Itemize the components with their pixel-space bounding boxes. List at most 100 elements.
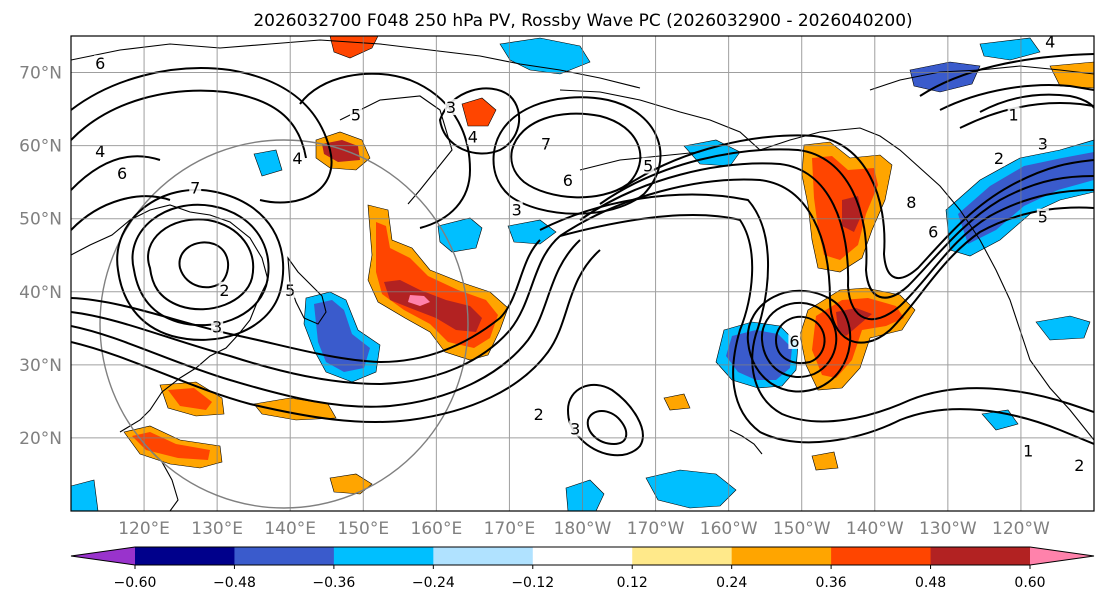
contour-label-bg <box>116 164 129 181</box>
colorbar-tick-label: 0.60 <box>1014 575 1045 591</box>
negative-anomaly-manchuria <box>253 149 283 177</box>
contour-label: 1 <box>1023 442 1033 461</box>
contour-label-bg <box>569 420 582 437</box>
contour-north-low-1 <box>510 112 642 199</box>
lon-tick-label: 160°E <box>411 519 463 539</box>
lon-tick-label: 170°E <box>484 519 536 539</box>
contour-label: 6 <box>563 171 573 190</box>
positive-anomaly-central-pac <box>663 393 691 411</box>
contour-label-bg <box>444 99 457 116</box>
positive-anomaly-japan-to-dateline-max <box>384 280 482 332</box>
lat-tick-label: 40°N <box>19 283 62 303</box>
contour-label-bg <box>1022 442 1035 459</box>
lon-tick-label: 140°E <box>264 519 316 539</box>
contour-label: 5 <box>351 105 361 124</box>
contour-label-bg <box>1036 135 1049 152</box>
contour-jet-2 <box>71 235 561 386</box>
lon-tick-label: 150°W <box>773 519 831 539</box>
contour-label: 6 <box>928 222 938 241</box>
contour-label-bg <box>189 179 202 196</box>
contour-label: 6 <box>117 164 127 183</box>
contour-arctic-1 <box>939 84 1094 111</box>
contour-west-2 <box>71 195 171 231</box>
lat-tick-label: 60°N <box>19 137 62 157</box>
gridlines <box>71 36 1094 511</box>
contour-vortex-2 <box>760 301 838 378</box>
contour-jet-gulf-1 <box>559 178 1094 344</box>
contour-label-bg <box>1007 106 1020 123</box>
map-title: 2026032700 F048 250 hPa PV, Rossby Wave … <box>253 11 912 31</box>
contour-subtropic-low-2 <box>586 410 628 446</box>
contour-label-bg <box>218 281 231 298</box>
positive-anomaly-gulf-of-alaska-max <box>842 196 862 232</box>
contour-ridge-1 <box>559 214 1094 445</box>
contour-label-bg <box>532 406 545 422</box>
lat-tick-label: 70°N <box>19 64 62 84</box>
contour-label: 4 <box>95 142 105 161</box>
contour-label: 3 <box>446 98 456 117</box>
negative-anomaly-arctic-canada <box>909 61 981 93</box>
contour-arctic-4 <box>919 53 1094 97</box>
coastline-hawaii <box>729 429 763 455</box>
contour-label-bg <box>927 223 940 240</box>
contour-arctic-3 <box>979 93 1094 113</box>
contour-label-bg <box>291 150 304 167</box>
contour-label-bg <box>993 150 1006 167</box>
contour-label: 7 <box>190 178 200 197</box>
negative-anomaly-baja <box>1035 315 1091 341</box>
contour-vortex-1 <box>774 315 826 364</box>
contour-label: 4 <box>292 149 302 168</box>
contour-ridge-2 <box>539 193 1094 423</box>
contour-label: 5 <box>1038 208 1048 227</box>
positive-anomaly-arctic-east <box>1049 61 1094 89</box>
colorbar-bin <box>930 547 1031 565</box>
contour-jet-3 <box>71 239 581 408</box>
negative-anomaly-north-top <box>499 37 591 75</box>
latitude-labels: 70°N 60°N 50°N 40°N 30°N 20°N <box>19 64 62 449</box>
contour-label: 3 <box>1038 135 1048 154</box>
colorbar-tick-label: −0.12 <box>511 575 554 591</box>
contour-label-bg <box>905 194 918 211</box>
colorbar-bin <box>135 547 235 565</box>
negative-anomaly-south-180 <box>565 479 605 511</box>
contour-label: 5 <box>643 157 653 176</box>
contour-label: 2 <box>534 405 544 424</box>
lon-tick-label: 160°W <box>700 519 758 539</box>
contour-label-bg <box>94 142 107 159</box>
positive-anomaly-japan-to-dateline-peak <box>408 295 430 306</box>
positive-anomaly-central-pac-2 <box>811 451 839 471</box>
contour-label: 1 <box>1009 105 1019 124</box>
colorbar: −0.60 −0.48 −0.36 −0.24 −0.12 0.12 0.24 0.36 0.4… <box>70 546 1095 591</box>
contour-low-east-asia-1 <box>147 218 255 311</box>
colorbar-tick-label: 0.12 <box>617 575 648 591</box>
lon-tick-label: 180°W <box>554 519 612 539</box>
contour-jet-4 <box>71 249 601 424</box>
negative-anomaly-off-japan-core <box>314 300 370 372</box>
contour-north-4 <box>438 87 520 155</box>
range-ring <box>99 139 469 509</box>
positive-anomaly-south-china-sea-core <box>132 432 210 460</box>
contour-label: 8 <box>906 193 916 212</box>
colorbar-bin <box>532 547 633 565</box>
contour-label-bg <box>466 128 479 145</box>
colorbar-bin <box>234 547 335 565</box>
contour-label: 2 <box>994 149 1004 168</box>
contour-label: 7 <box>541 135 551 154</box>
lon-tick-label: 130°W <box>919 519 977 539</box>
colorbar-tick-label: 0.24 <box>716 575 747 591</box>
negative-anomaly-canada-core <box>958 152 1094 244</box>
contour-label: 2 <box>219 281 229 300</box>
negative-anomaly-arctic-north <box>979 37 1041 61</box>
lat-tick-label: 20°N <box>19 429 62 449</box>
contour-label-bg <box>539 135 552 152</box>
lon-tick-label: 140°W <box>846 519 904 539</box>
contour-label-bg <box>561 172 574 189</box>
colorbar-bin <box>433 547 534 565</box>
lon-tick-label: 120°E <box>118 519 170 539</box>
contour-jet-gulf-3 <box>599 148 1094 299</box>
negative-anomaly-south-160w <box>645 469 737 509</box>
contour-label-bg <box>1044 36 1057 50</box>
contour-label: 6 <box>789 332 799 351</box>
